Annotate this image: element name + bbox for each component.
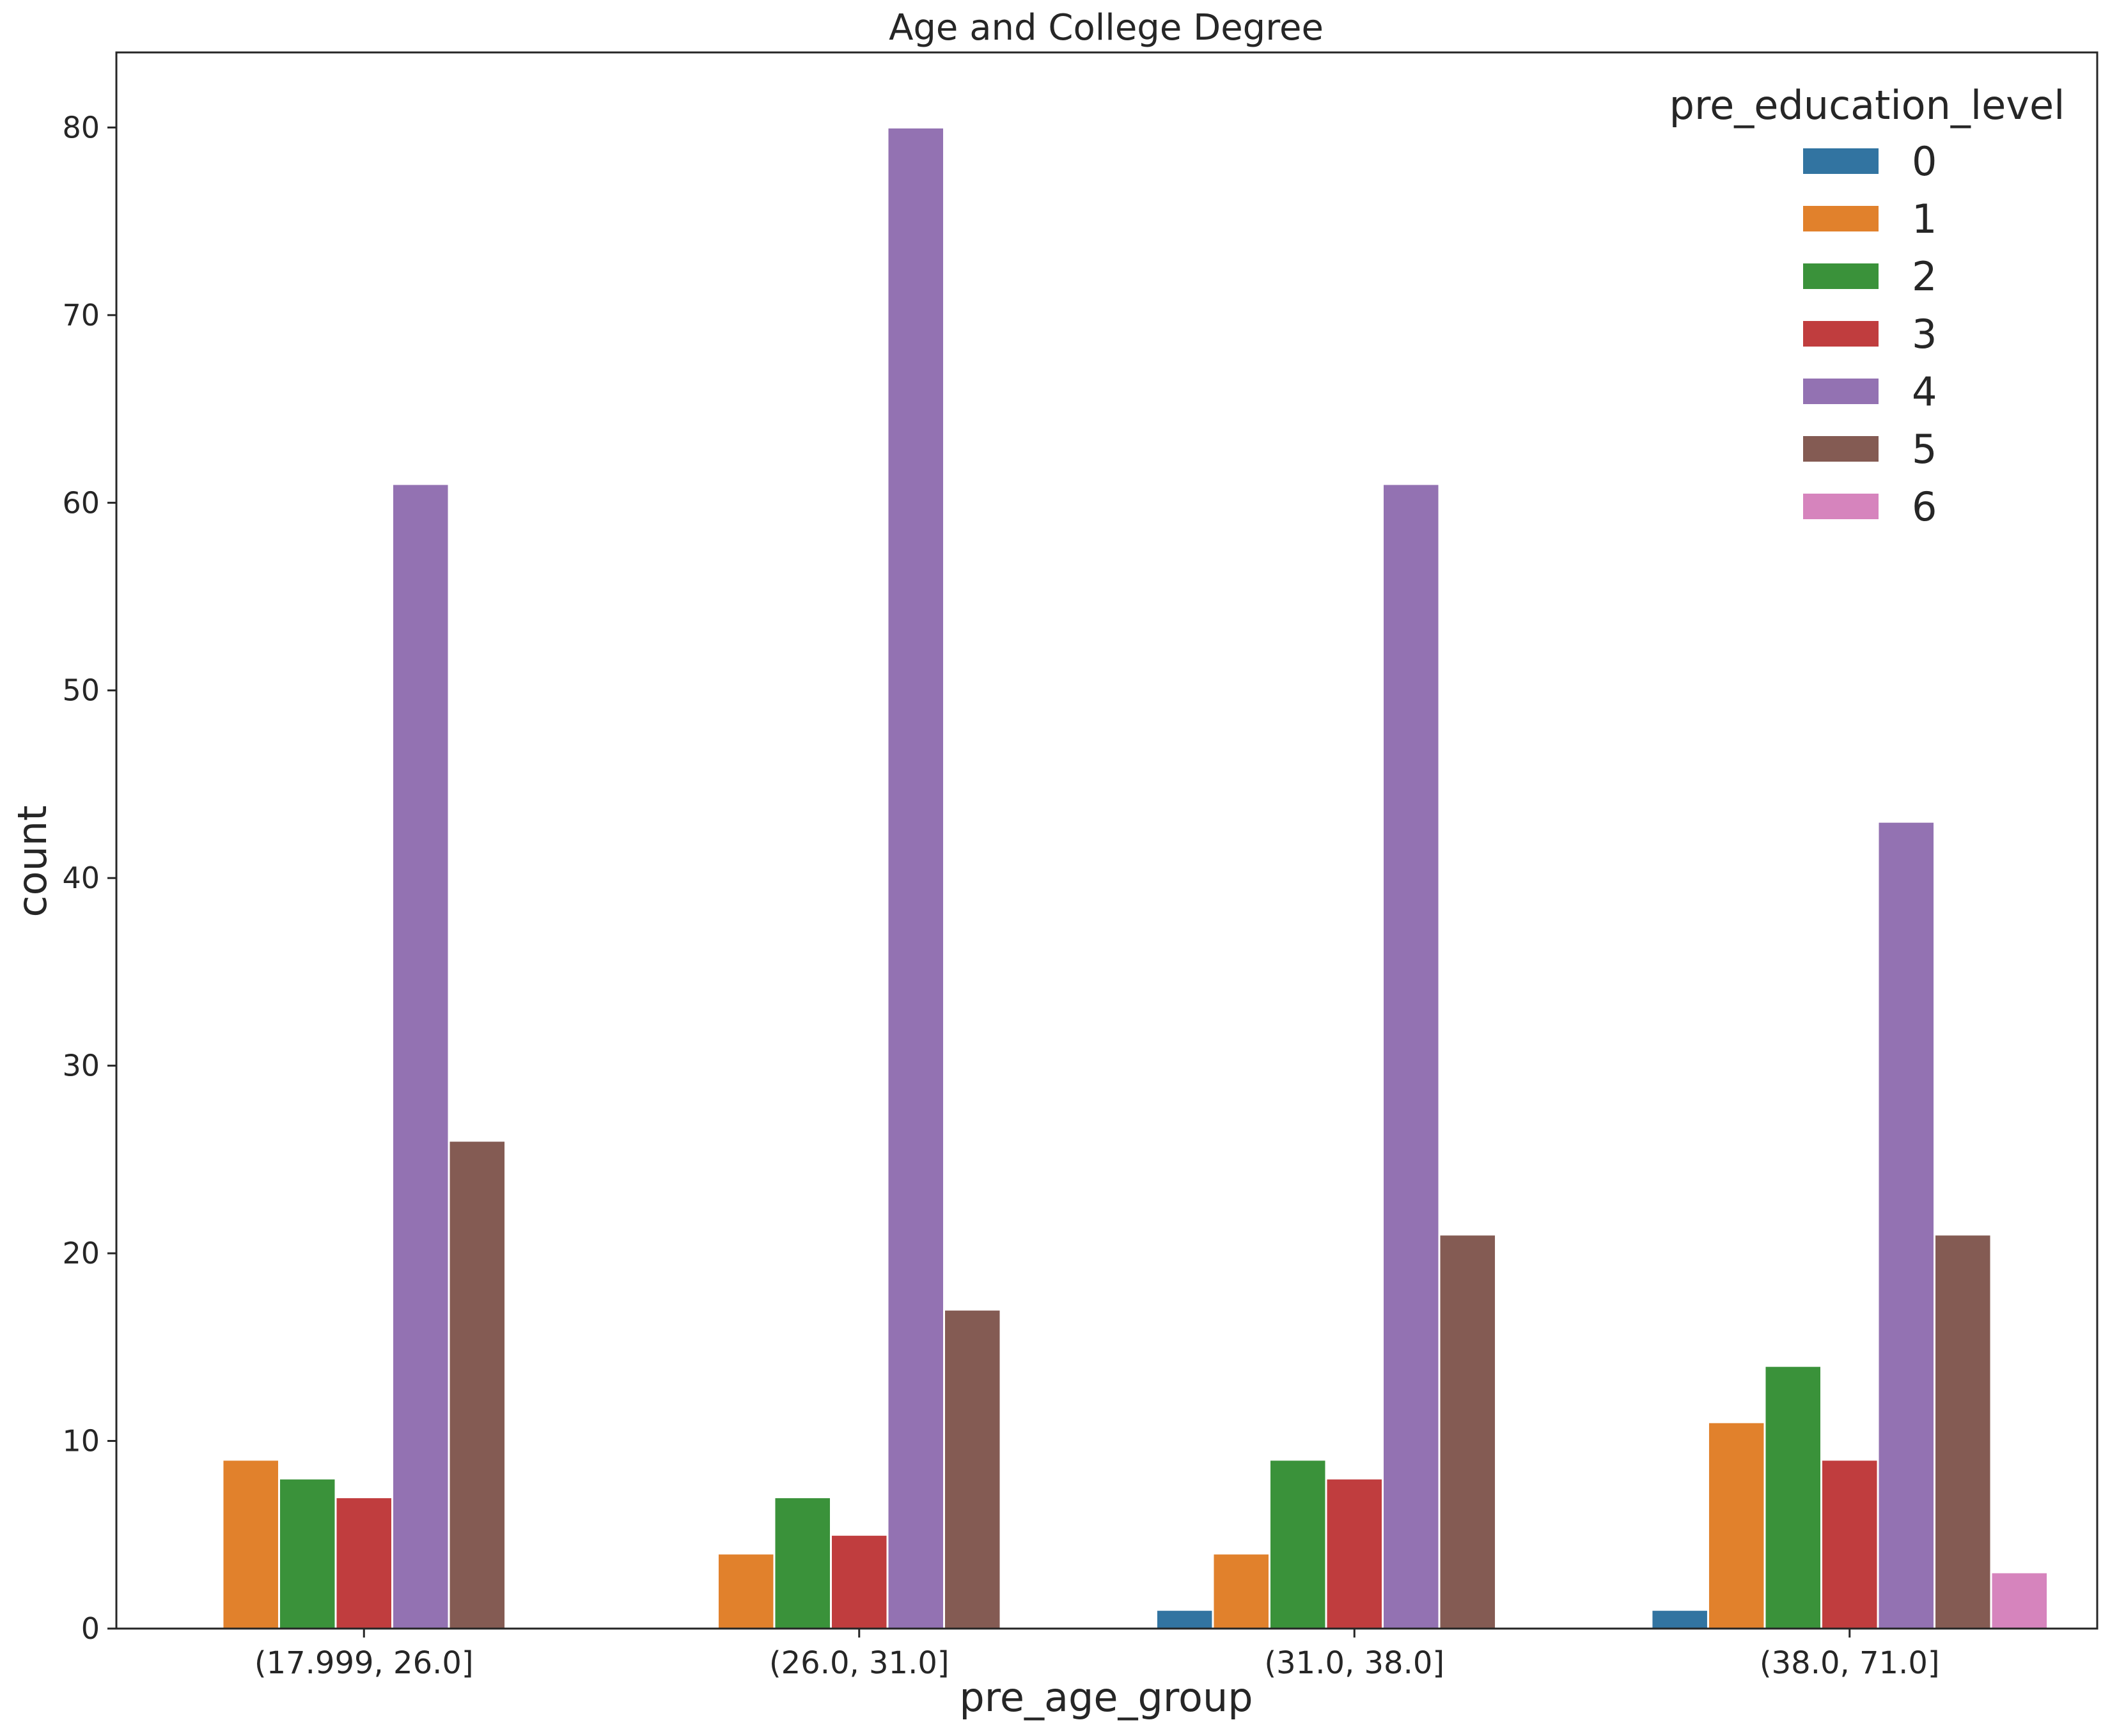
bar-series-2 [773, 1496, 832, 1630]
x-axis-ticks: (17.999, 26.0] (26.0, 31.0] (31.0, 38.0] (3… [254, 1629, 1940, 1681]
legend-swatch [1803, 321, 1879, 347]
bar-series-5 [448, 1139, 507, 1630]
legend-label: 1 [1912, 196, 1937, 242]
bar-series-2 [1268, 1458, 1327, 1630]
legend-label: 4 [1912, 368, 1937, 415]
legend-swatch [1803, 494, 1879, 519]
chart-title: Age and College Degree [889, 7, 1324, 49]
y-tick-label: 40 [62, 861, 100, 895]
bar-series-4 [1382, 483, 1441, 1630]
y-tick-label: 0 [81, 1611, 100, 1646]
legend-swatch [1803, 148, 1879, 174]
plot-area-frame [115, 51, 2098, 1630]
y-tick-label: 50 [62, 673, 100, 708]
bar-series-5 [1438, 1233, 1497, 1630]
y-axis-label: count [9, 806, 56, 918]
x-tick-label: (31.0, 38.0] [1264, 1645, 1444, 1681]
bar-series-1 [221, 1458, 280, 1630]
y-tick-label: 20 [62, 1236, 100, 1271]
bars-group [221, 126, 2049, 1630]
y-axis-ticks: 0 10 20 30 40 50 60 70 80 [62, 110, 116, 1646]
legend-swatch [1803, 379, 1879, 404]
bar-series-0 [1155, 1609, 1214, 1630]
bar-series-6 [1990, 1571, 2049, 1630]
bar-series-3 [1325, 1477, 1384, 1630]
x-axis-label: pre_age_group [959, 1674, 1253, 1721]
legend-swatch [1803, 263, 1879, 289]
bar-series-5 [943, 1308, 1002, 1630]
y-tick-label: 80 [62, 110, 100, 145]
bar-series-5 [1934, 1233, 1992, 1630]
bar-series-3 [829, 1533, 889, 1630]
legend-items: 0 1 2 3 4 5 6 [1803, 138, 1937, 530]
bar-series-1 [1707, 1421, 1766, 1630]
bar-series-0 [1650, 1609, 1709, 1630]
legend-label: 0 [1912, 138, 1937, 185]
bar-series-4 [391, 483, 450, 1630]
legend-title: pre_education_level [1669, 82, 2065, 129]
legend-swatch [1803, 206, 1879, 231]
legend-label: 6 [1912, 483, 1937, 530]
bar-series-2 [1763, 1365, 1822, 1630]
legend: pre_education_level 0 1 2 3 4 5 6 [1669, 82, 2065, 530]
bar-series-2 [277, 1477, 337, 1630]
legend-label: 5 [1912, 426, 1937, 473]
bar-series-1 [1212, 1552, 1270, 1630]
bar-series-3 [1820, 1458, 1879, 1630]
y-tick-label: 60 [62, 485, 100, 520]
legend-label: 3 [1912, 311, 1937, 357]
bar-series-4 [886, 126, 946, 1630]
y-tick-label: 30 [62, 1049, 100, 1083]
x-tick-label: (38.0, 71.0] [1760, 1645, 1940, 1681]
legend-swatch [1803, 436, 1879, 462]
bar-series-3 [334, 1496, 394, 1630]
x-tick-label: (17.999, 26.0] [254, 1645, 474, 1681]
y-tick-label: 10 [62, 1424, 100, 1458]
bar-series-4 [1877, 820, 1936, 1630]
x-tick-label: (26.0, 31.0] [769, 1645, 950, 1681]
y-tick-label: 70 [62, 298, 100, 332]
legend-label: 2 [1912, 253, 1937, 300]
bar-series-1 [716, 1552, 776, 1630]
